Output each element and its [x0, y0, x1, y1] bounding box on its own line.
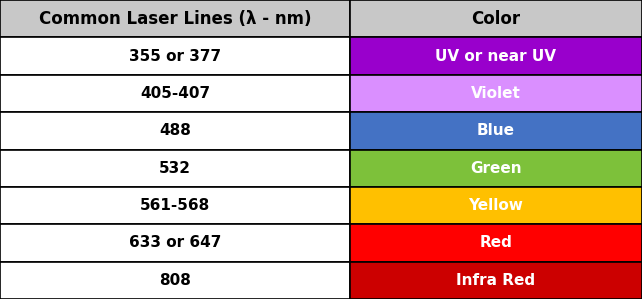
Text: 355 or 377: 355 or 377 — [129, 48, 221, 64]
Text: Violet: Violet — [471, 86, 521, 101]
Text: Infra Red: Infra Red — [456, 273, 535, 288]
Bar — [0, 224, 350, 262]
Bar — [350, 112, 642, 150]
Text: Common Laser Lines (λ - nm): Common Laser Lines (λ - nm) — [39, 10, 311, 28]
Bar — [0, 0, 350, 37]
Text: 561-568: 561-568 — [140, 198, 210, 213]
Bar — [350, 37, 642, 75]
Text: 633 or 647: 633 or 647 — [129, 235, 221, 251]
Text: Yellow: Yellow — [469, 198, 523, 213]
Text: Red: Red — [480, 235, 512, 251]
Bar — [0, 187, 350, 224]
Text: UV or near UV: UV or near UV — [435, 48, 557, 64]
Text: 532: 532 — [159, 161, 191, 176]
Text: Color: Color — [471, 10, 521, 28]
Bar — [0, 112, 350, 150]
Bar — [0, 37, 350, 75]
Bar — [0, 150, 350, 187]
Bar — [350, 75, 642, 112]
Text: 808: 808 — [159, 273, 191, 288]
Text: Blue: Blue — [477, 123, 515, 138]
Bar — [0, 75, 350, 112]
Text: 405-407: 405-407 — [140, 86, 210, 101]
Bar — [350, 224, 642, 262]
Bar — [350, 150, 642, 187]
Bar — [350, 187, 642, 224]
Text: 488: 488 — [159, 123, 191, 138]
Bar — [350, 0, 642, 37]
Bar — [350, 262, 642, 299]
Bar — [0, 262, 350, 299]
Text: Green: Green — [470, 161, 522, 176]
